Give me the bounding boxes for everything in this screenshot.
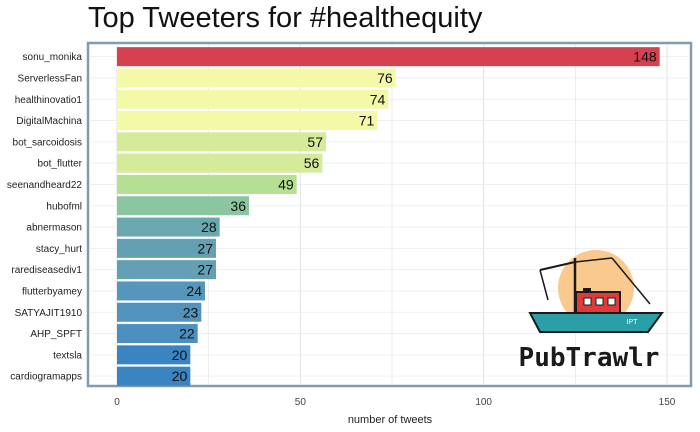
chart-title: Top Tweeters for #healthequity (88, 2, 483, 34)
data-label: 28 (201, 219, 217, 235)
bars: 148 76 74 71 57 56 49 36 28 27 27 24 23 22 20 20 (117, 47, 660, 386)
data-label: 23 (183, 304, 199, 320)
x-tick-labels: 0 50 100 150 (114, 397, 676, 408)
category-label: healthinovatio1 (15, 95, 83, 106)
x-tick-label: 100 (475, 397, 492, 408)
category-label: sonu_monika (23, 52, 83, 63)
bar (117, 196, 249, 216)
data-label: 27 (197, 240, 213, 256)
category-label: flutterbyamey (22, 286, 82, 297)
bar (117, 68, 396, 88)
category-labels: sonu_monika ServerlessFan healthinovatio1 D… (7, 52, 83, 383)
category-label: textsla (53, 350, 82, 361)
category-label: ServerlessFan (18, 73, 82, 84)
x-axis-label: number of tweets (348, 414, 433, 426)
trawler-boat-icon: IPT (528, 257, 664, 333)
bar (117, 132, 326, 152)
category-label: bot_sarcoidosis (13, 137, 82, 148)
x-tick-label: 0 (114, 397, 120, 408)
bar (117, 217, 220, 237)
data-label: 76 (377, 70, 393, 86)
bar (117, 174, 297, 194)
data-label: 20 (172, 347, 188, 363)
data-label: 22 (179, 326, 195, 342)
data-label: 20 (172, 368, 188, 384)
x-tick-label: 50 (295, 397, 307, 408)
category-label: hubofml (46, 201, 82, 212)
data-label: 148 (633, 49, 657, 65)
data-label: 36 (230, 198, 246, 214)
data-label: 49 (278, 176, 294, 192)
data-label: 27 (197, 262, 213, 278)
bar (117, 47, 660, 67)
bar (117, 260, 216, 280)
data-label: 24 (186, 283, 202, 299)
logo-wordmark: PubTrawlr (519, 343, 660, 373)
bar (117, 89, 389, 109)
data-label: 57 (307, 134, 323, 150)
bar (117, 366, 191, 386)
category-label: cardiogramapps (10, 372, 82, 383)
data-label: 71 (359, 113, 375, 129)
category-label: bot_flutter (38, 159, 83, 170)
bar (117, 345, 191, 365)
category-label: SATYAJIT1910 (15, 308, 83, 319)
bar (117, 324, 198, 344)
data-label: 56 (304, 155, 320, 171)
bar (117, 238, 216, 258)
pubtrawlr-logo: IPT PubTrawlr (519, 250, 664, 373)
category-label: AHP_SPFT (30, 329, 82, 340)
category-label: seenandheard22 (7, 180, 83, 191)
category-label: stacy_hurt (36, 244, 82, 255)
bar (117, 153, 323, 173)
bar (117, 302, 202, 322)
x-tick-label: 150 (659, 397, 676, 408)
data-label: 74 (370, 91, 386, 107)
category-label: DigitalMachina (16, 116, 82, 127)
category-label: abnermason (26, 223, 82, 234)
logo-badge: IPT (627, 319, 639, 326)
bar (117, 111, 378, 131)
bar (117, 281, 205, 301)
category-label: rarediseasediv1 (11, 265, 82, 276)
